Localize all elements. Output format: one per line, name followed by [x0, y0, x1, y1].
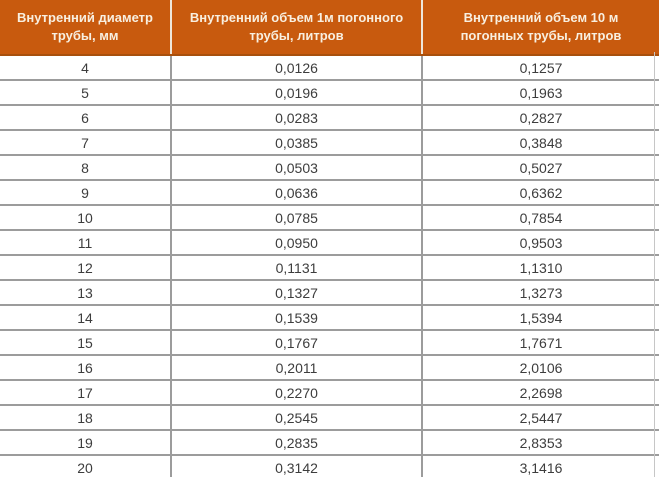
table-row: 18 0,2545 2,5447	[0, 404, 659, 430]
table-cell: 0,0785	[170, 204, 422, 230]
table-cell: 0,2545	[170, 404, 422, 430]
table-cell: 0,1539	[170, 304, 422, 330]
table-cell: 15	[0, 329, 171, 355]
table-cell: 6	[0, 104, 171, 130]
table-row: 6 0,0283 0,2827	[0, 104, 659, 130]
table-cell: 0,1257	[421, 55, 659, 80]
table-cell: 0,2011	[170, 354, 422, 380]
table-cell: 14	[0, 304, 171, 330]
table-cell: 3,1416	[421, 454, 659, 477]
table-cell: 0,0126	[170, 55, 422, 80]
table-row: 12 0,1131 1,1310	[0, 254, 659, 280]
table-cell: 10	[0, 204, 171, 230]
table-row: 11 0,0950 0,9503	[0, 229, 659, 255]
table-cell: 20	[0, 454, 171, 477]
table-cell: 2,5447	[421, 404, 659, 430]
table-cell: 16	[0, 354, 171, 380]
table-header: Внутренний диаметр трубы, мм Внутренний …	[0, 0, 659, 56]
table-cell: 0,3142	[170, 454, 422, 477]
table-cell: 0,1327	[170, 279, 422, 305]
table-row: 15 0,1767 1,7671	[0, 329, 659, 355]
table-cell: 12	[0, 254, 171, 280]
table-row: 4 0,0126 0,1257	[0, 55, 659, 80]
table-cell: 17	[0, 379, 171, 405]
table-cell: 0,1131	[170, 254, 422, 280]
table-cell: 0,5027	[421, 154, 659, 180]
table-cell: 2,8353	[421, 429, 659, 455]
header-cell-diameter: Внутренний диаметр трубы, мм	[0, 0, 171, 56]
table-cell: 9	[0, 179, 171, 205]
table-row: 16 0,2011 2,0106	[0, 354, 659, 380]
table-cell: 0,0283	[170, 104, 422, 130]
table-row: 5 0,0196 0,1963	[0, 79, 659, 105]
table-cell: 0,1963	[421, 79, 659, 105]
table-row: 9 0,0636 0,6362	[0, 179, 659, 205]
table-cell: 8	[0, 154, 171, 180]
table-row: 20 0,3142 3,1416	[0, 454, 659, 477]
table-row: 7 0,0385 0,3848	[0, 129, 659, 155]
table-cell: 18	[0, 404, 171, 430]
table-cell: 0,0385	[170, 129, 422, 155]
table-cell: 0,9503	[421, 229, 659, 255]
table-cell: 0,7854	[421, 204, 659, 230]
table-row: 14 0,1539 1,5394	[0, 304, 659, 330]
table-cell: 0,3848	[421, 129, 659, 155]
table-cell: 5	[0, 79, 171, 105]
table-cell: 0,6362	[421, 179, 659, 205]
table-cell: 13	[0, 279, 171, 305]
table-row: 17 0,2270 2,2698	[0, 379, 659, 405]
table-cell: 0,0636	[170, 179, 422, 205]
table-cell: 7	[0, 129, 171, 155]
table-cell: 0,2827	[421, 104, 659, 130]
table-cell: 2,0106	[421, 354, 659, 380]
table-cell: 1,7671	[421, 329, 659, 355]
table-cell: 19	[0, 429, 171, 455]
table-cell: 11	[0, 229, 171, 255]
header-cell-volume-10m: Внутренний объем 10 м погонных трубы, ли…	[421, 0, 659, 56]
table-cell: 0,1767	[170, 329, 422, 355]
table-cell: 1,5394	[421, 304, 659, 330]
table-cell: 0,2835	[170, 429, 422, 455]
table-body: 4 0,0126 0,1257 5 0,0196 0,1963 6 0,0283 0,2827 7…	[0, 55, 659, 477]
header-cell-volume-1m: Внутренний объем 1м погонного трубы, лит…	[170, 0, 422, 56]
table-row: 19 0,2835 2,8353	[0, 429, 659, 455]
header-row: Внутренний диаметр трубы, мм Внутренний …	[0, 0, 659, 56]
table-cell: 2,2698	[421, 379, 659, 405]
table-cell: 0,0503	[170, 154, 422, 180]
table-cell: 0,2270	[170, 379, 422, 405]
table-cell: 0,0950	[170, 229, 422, 255]
table-cell: 4	[0, 55, 171, 80]
table-row: 10 0,0785 0,7854	[0, 204, 659, 230]
table-row: 8 0,0503 0,5027	[0, 154, 659, 180]
table-cell: 0,0196	[170, 79, 422, 105]
table-cell: 1,1310	[421, 254, 659, 280]
table-row: 13 0,1327 1,3273	[0, 279, 659, 305]
table-right-edge-divider	[654, 52, 655, 477]
table-cell: 1,3273	[421, 279, 659, 305]
